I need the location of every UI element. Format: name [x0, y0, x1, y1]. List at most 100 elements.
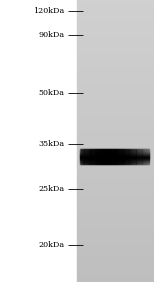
Bar — [77, 249, 154, 252]
Bar — [77, 174, 154, 176]
Bar — [143, 149, 144, 164]
Bar — [77, 266, 154, 268]
Bar — [77, 195, 154, 197]
Bar — [77, 181, 154, 183]
Bar — [129, 149, 130, 164]
Bar — [89, 149, 90, 164]
Bar — [77, 7, 154, 9]
Bar — [134, 149, 135, 164]
Bar — [82, 149, 83, 164]
Bar — [77, 80, 154, 82]
Bar — [77, 233, 154, 235]
Bar — [137, 149, 138, 164]
Bar — [77, 209, 154, 212]
Bar — [77, 150, 154, 153]
Bar — [126, 149, 127, 164]
Bar — [77, 197, 154, 200]
Bar — [77, 66, 154, 68]
Bar — [77, 63, 154, 66]
Bar — [77, 96, 154, 99]
Bar — [77, 164, 154, 167]
Bar — [120, 149, 121, 164]
Bar — [121, 149, 122, 164]
Bar — [104, 149, 105, 164]
Bar — [133, 149, 134, 164]
Bar — [77, 61, 154, 63]
Bar — [77, 214, 154, 216]
Bar — [77, 56, 154, 59]
Bar — [77, 230, 154, 233]
Bar — [96, 149, 97, 164]
Bar — [77, 136, 154, 139]
Bar — [77, 134, 154, 136]
Bar — [77, 157, 154, 160]
Bar — [77, 148, 154, 150]
Bar — [77, 47, 154, 49]
Bar — [107, 149, 108, 164]
Bar — [118, 149, 119, 164]
Bar — [77, 125, 154, 127]
Bar — [77, 52, 154, 54]
Bar — [77, 82, 154, 85]
Bar — [77, 139, 154, 141]
Bar — [77, 221, 154, 223]
Bar — [77, 129, 154, 132]
Bar — [77, 49, 154, 52]
Bar — [100, 149, 101, 164]
Bar — [77, 113, 154, 115]
Bar — [77, 204, 154, 207]
Bar — [77, 162, 154, 164]
Bar — [77, 167, 154, 169]
Bar — [77, 75, 154, 78]
Bar — [77, 155, 154, 157]
Bar — [77, 261, 154, 263]
Bar — [132, 149, 133, 164]
Bar — [77, 270, 154, 273]
Bar — [88, 149, 89, 164]
Bar — [91, 149, 92, 164]
Bar — [77, 78, 154, 80]
Text: 25kDa: 25kDa — [38, 185, 65, 193]
Bar — [77, 42, 154, 45]
Bar — [77, 26, 154, 28]
Bar — [77, 87, 154, 89]
Bar — [130, 149, 131, 164]
Bar — [77, 54, 154, 56]
Bar — [77, 202, 154, 204]
Text: 35kDa: 35kDa — [38, 140, 65, 148]
Bar — [77, 59, 154, 61]
Bar — [86, 149, 87, 164]
Bar — [124, 149, 125, 164]
Bar — [145, 149, 146, 164]
Bar — [77, 89, 154, 92]
Bar — [77, 252, 154, 254]
Bar — [77, 23, 154, 26]
Bar — [116, 149, 117, 164]
Bar — [139, 149, 140, 164]
Bar — [77, 94, 154, 96]
Bar — [77, 200, 154, 202]
Bar — [77, 14, 154, 16]
Bar — [77, 273, 154, 275]
Bar — [77, 68, 154, 70]
Bar — [77, 190, 154, 193]
Bar — [77, 45, 154, 47]
Text: 50kDa: 50kDa — [39, 89, 65, 97]
Bar — [77, 108, 154, 111]
Bar — [77, 188, 154, 190]
Bar — [97, 149, 98, 164]
Bar — [138, 149, 139, 164]
Bar — [101, 149, 102, 164]
Bar — [77, 216, 154, 219]
Bar — [146, 149, 147, 164]
Bar — [77, 73, 154, 75]
Bar — [77, 143, 154, 146]
Bar — [112, 149, 113, 164]
Text: 20kDa: 20kDa — [38, 241, 65, 249]
Bar — [77, 21, 154, 23]
Bar — [77, 12, 154, 14]
Bar — [77, 99, 154, 101]
Bar — [77, 247, 154, 249]
Bar — [131, 149, 132, 164]
Bar — [141, 149, 142, 164]
